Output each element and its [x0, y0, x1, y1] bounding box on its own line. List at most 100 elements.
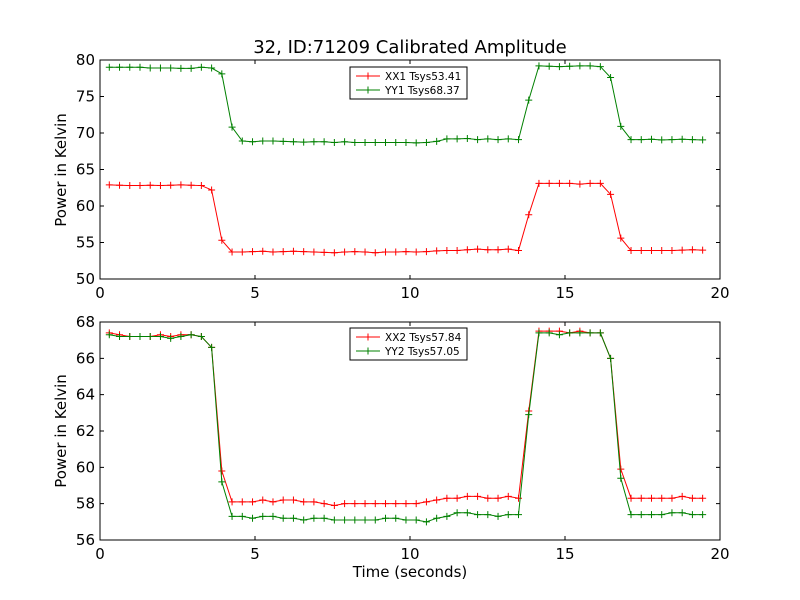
data-point [576, 180, 584, 188]
data-point [177, 64, 185, 72]
data-point [474, 511, 482, 519]
data-point [402, 500, 410, 508]
legend-marker [364, 347, 372, 355]
data-point [422, 518, 430, 526]
data-point [177, 333, 185, 341]
data-point [279, 496, 287, 504]
y-tick-label: 56 [76, 531, 95, 549]
y-tick-label: 68 [76, 313, 95, 331]
data-point [105, 331, 113, 339]
data-point [228, 498, 236, 506]
data-point [187, 331, 195, 339]
data-point [167, 181, 175, 189]
data-point [371, 500, 379, 508]
data-point [249, 498, 257, 506]
y-tick-label: 75 [76, 88, 95, 106]
data-point [443, 494, 451, 502]
data-point [197, 333, 205, 341]
legend-label: YY1 Tsys68.37 [384, 85, 460, 97]
data-point [279, 514, 287, 522]
data-point [228, 512, 236, 520]
data-point [453, 135, 461, 143]
data-point [647, 511, 655, 519]
legend-box [349, 327, 468, 361]
data-point [525, 211, 533, 219]
data-point [300, 516, 308, 524]
data-point [156, 64, 164, 72]
legend: XX2 Tsys57.84 YY2 Tsys57.05 [349, 327, 468, 361]
data-point [187, 64, 195, 72]
data-point [177, 181, 185, 189]
data-point [330, 516, 338, 524]
data-point [678, 492, 686, 500]
x-tick-label: 15 [555, 284, 574, 302]
data-point [515, 511, 522, 519]
data-point [463, 134, 471, 142]
data-point [371, 516, 379, 524]
legend-marker [364, 333, 372, 341]
data-point [658, 511, 666, 519]
data-point [341, 500, 349, 508]
data-point [197, 182, 205, 190]
data-point [555, 63, 563, 71]
data-point [208, 343, 216, 351]
x-tick-label: 0 [95, 284, 105, 302]
data-point [382, 500, 390, 508]
data-point [156, 182, 164, 190]
data-point [668, 494, 676, 502]
data-point [699, 246, 707, 254]
data-point [566, 62, 574, 70]
data-point [433, 247, 441, 255]
data-point [627, 511, 635, 519]
data-point [699, 136, 707, 144]
data-point [422, 248, 430, 256]
data-point [382, 248, 390, 256]
data-point [463, 246, 471, 254]
data-point [647, 135, 655, 143]
data-point [555, 179, 563, 187]
data-point [433, 137, 441, 145]
legend-label: YY2 Tsys57.05 [384, 346, 460, 358]
data-point [341, 248, 349, 256]
data-point [412, 500, 420, 508]
x-tick-label: 10 [400, 545, 419, 563]
data-point [249, 514, 257, 522]
data-point [259, 496, 267, 504]
data-point [474, 492, 482, 500]
data-point [555, 331, 563, 339]
x-tick-label: 15 [555, 545, 574, 563]
data-point [249, 248, 257, 256]
data-point [412, 248, 420, 256]
data-point [382, 138, 390, 146]
x-tick-label: 5 [250, 545, 260, 563]
data-point [116, 333, 124, 341]
x-tick-label: 10 [400, 284, 419, 302]
data-point [484, 246, 492, 254]
data-point [238, 498, 246, 506]
data-point [269, 137, 277, 145]
data-point [105, 181, 113, 189]
data-point [688, 246, 696, 254]
data-point [668, 247, 676, 255]
data-point [402, 248, 410, 256]
data-point [637, 247, 645, 255]
data-point [607, 354, 615, 362]
data-point [341, 516, 349, 524]
data-point [484, 135, 492, 143]
series-1-2 [105, 62, 707, 147]
y-tick-label: 62 [76, 422, 95, 440]
data-point [699, 511, 707, 519]
legend-label: XX1 Tsys53.41 [385, 71, 461, 83]
data-point [504, 492, 512, 500]
y-tick-label: 64 [76, 386, 95, 404]
data-point [361, 138, 369, 146]
data-point [289, 138, 297, 146]
data-point [699, 494, 707, 502]
chart-title: 32, ID:71209 Calibrated Amplitude [253, 37, 567, 58]
data-point [678, 135, 686, 143]
data-point [310, 498, 318, 506]
data-point [576, 329, 584, 337]
data-point [453, 509, 461, 517]
data-point [443, 247, 451, 255]
